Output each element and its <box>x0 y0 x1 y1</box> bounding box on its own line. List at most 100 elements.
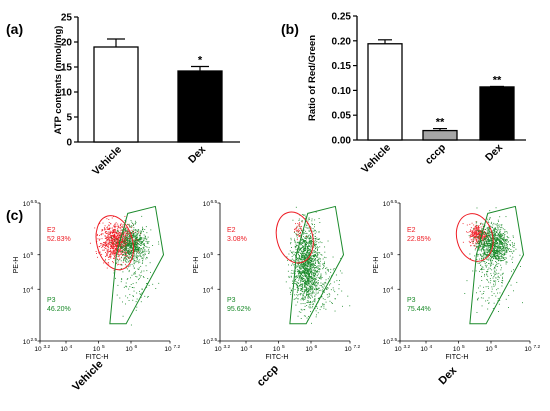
flow-dot <box>122 241 124 243</box>
flow-dot <box>119 227 121 229</box>
flow-dot <box>292 254 294 256</box>
flow-dot <box>301 214 303 216</box>
flow-dot <box>315 244 317 246</box>
flow-dot <box>120 245 122 247</box>
flow-dot <box>119 242 121 244</box>
flow-dot <box>133 223 135 225</box>
flow-dot <box>482 248 484 250</box>
flow-dot <box>495 272 497 274</box>
flow-dot <box>120 264 122 266</box>
flow-dot <box>496 257 498 259</box>
flow-dot <box>116 246 117 248</box>
flow-dot <box>302 294 304 296</box>
flow-dot <box>113 239 115 241</box>
flow-dot <box>306 272 308 274</box>
flow-dot <box>121 239 123 240</box>
flow-dot <box>502 276 503 278</box>
panel-label-c: (c) <box>6 207 23 223</box>
flow-dot <box>116 255 118 257</box>
flow-dot <box>309 284 311 286</box>
flow-dot <box>499 247 501 249</box>
flow-dot <box>137 268 139 270</box>
flow-dot <box>503 247 505 249</box>
flow-dot <box>123 258 125 260</box>
flow-dot <box>312 270 314 271</box>
flow-dot <box>493 254 495 256</box>
flow-dot <box>484 249 485 251</box>
flow-dot <box>101 230 103 231</box>
flow-dot <box>475 233 477 235</box>
flow-dot <box>302 278 303 280</box>
flow-dot <box>301 253 303 255</box>
flow-dot <box>312 305 314 307</box>
flow-dot <box>122 234 124 236</box>
flow-dot <box>114 230 116 232</box>
flow-dot <box>493 246 495 248</box>
flow-dot <box>475 227 477 228</box>
flow-dot <box>501 238 503 240</box>
flow-dot <box>303 232 305 234</box>
flow-dot <box>483 260 485 262</box>
flow-dot <box>296 259 297 260</box>
flow-dot <box>494 238 496 240</box>
flow-dot <box>477 233 479 235</box>
flow-dot <box>107 251 109 253</box>
flow-dot <box>490 247 492 249</box>
flow-dot <box>476 241 477 243</box>
flow-dot <box>106 227 108 229</box>
flow-dot <box>313 269 315 271</box>
flow-dot <box>126 248 127 250</box>
flow-dot <box>503 233 505 235</box>
flow-dot <box>124 247 126 249</box>
flow-dot <box>310 235 311 237</box>
flow-dot <box>101 229 103 230</box>
flow-dot <box>299 273 301 275</box>
flow-dot <box>105 258 106 260</box>
flow-dot <box>494 233 496 235</box>
flow-dot <box>307 249 309 251</box>
flow-dot <box>308 269 310 271</box>
flow-dot <box>321 285 322 286</box>
flow-dot <box>314 238 316 240</box>
flow-dot <box>307 290 309 291</box>
flow-dot <box>300 268 302 270</box>
flow-dot <box>304 274 306 276</box>
flow-dot <box>305 264 307 266</box>
flow-dot <box>133 242 135 244</box>
flow-dot <box>134 232 136 234</box>
flow-dot <box>309 280 311 282</box>
flow-dot <box>109 230 111 232</box>
flow-dot <box>133 229 135 231</box>
flow-dot <box>476 240 478 242</box>
flow-dot <box>493 250 495 252</box>
flow-dot <box>121 244 123 246</box>
flow-dot <box>146 282 148 284</box>
flow-dot <box>316 267 318 269</box>
flow-dot <box>308 239 310 241</box>
flow-dot <box>307 271 309 273</box>
flow-dot <box>306 249 308 251</box>
flow-dot <box>493 254 495 256</box>
flow-dot <box>123 241 125 243</box>
flow-dot <box>122 225 123 227</box>
flow-dot <box>128 242 130 244</box>
flow-dot <box>497 246 499 248</box>
flow-dot <box>130 244 132 246</box>
flow-dot <box>305 271 307 273</box>
flow-dot <box>491 288 493 290</box>
flow-dot <box>473 237 475 238</box>
flow-dot <box>482 246 484 247</box>
flow-dot <box>311 264 312 266</box>
flow-dot <box>487 228 489 230</box>
flow-dot <box>300 268 302 270</box>
flow-dot <box>497 247 499 249</box>
flow-dot <box>125 295 127 297</box>
flow-dot <box>117 284 119 286</box>
flow-dot <box>122 232 124 234</box>
flow-dot <box>486 258 488 260</box>
flow-dot <box>108 237 110 239</box>
panel-label-b: (b) <box>281 21 299 37</box>
flow-dot <box>505 247 507 249</box>
flow-dot <box>113 251 115 253</box>
flow-dot <box>137 240 139 242</box>
